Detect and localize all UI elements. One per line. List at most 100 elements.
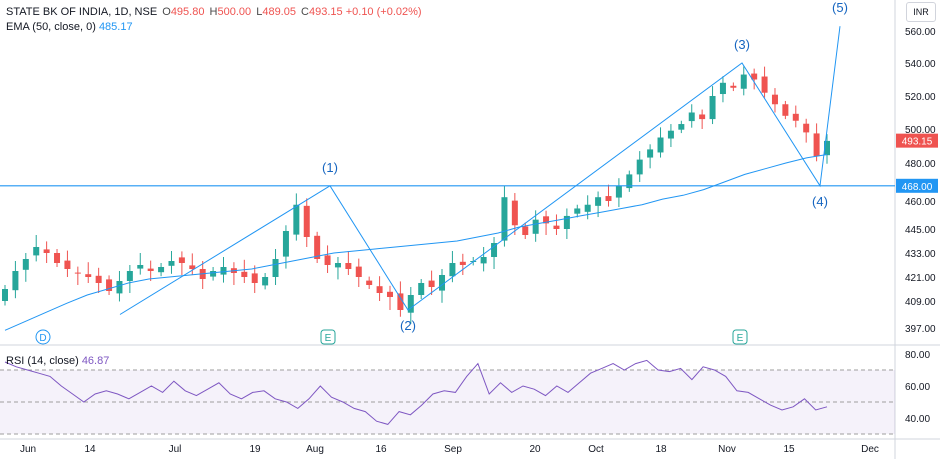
price-tick-label: 540.00 xyxy=(905,59,936,70)
rsi-legend[interactable]: RSI (14, close) 46.87 xyxy=(6,355,109,367)
candle-body xyxy=(22,259,29,270)
candle-body xyxy=(459,261,466,265)
candle-body xyxy=(158,267,165,273)
ema-legend[interactable]: EMA (50, close, 0) 485.17 xyxy=(6,21,133,33)
candle-body xyxy=(64,260,71,269)
candle-body xyxy=(615,185,622,198)
candle-body xyxy=(251,273,258,283)
candle-body xyxy=(324,255,331,265)
dividend-label: D xyxy=(39,333,46,344)
time-tick-label: 18 xyxy=(655,444,667,455)
candle-body xyxy=(751,73,758,80)
level-price-tag xyxy=(896,178,938,193)
candle-body xyxy=(418,283,425,295)
candle-body xyxy=(334,263,341,268)
earnings-label: E xyxy=(737,333,744,344)
candle-body xyxy=(563,215,570,229)
currency-button[interactable]: INR xyxy=(906,2,936,22)
ohlc-high: H500.00 xyxy=(209,6,252,18)
time-tick-label: Sep xyxy=(444,444,462,455)
earnings-marker xyxy=(320,329,336,345)
candle-body xyxy=(574,208,581,214)
candle-body xyxy=(532,219,539,234)
current-price-tag xyxy=(896,133,938,148)
candle-body xyxy=(636,159,643,175)
candle-body xyxy=(85,274,92,277)
ema-line xyxy=(4,154,828,331)
candle-body xyxy=(782,104,789,116)
candle-body xyxy=(303,205,310,237)
candle-body xyxy=(543,216,550,224)
wave-label: (4) xyxy=(812,194,828,209)
candle-body xyxy=(116,281,123,294)
candle-body xyxy=(803,123,810,133)
candle-body xyxy=(33,247,40,256)
candle-body xyxy=(439,275,446,291)
candle-body xyxy=(501,197,508,241)
candle-body xyxy=(272,259,279,277)
time-tick-label: 16 xyxy=(375,444,387,455)
rsi-tick-label: 40.00 xyxy=(905,414,930,425)
candle-body xyxy=(12,271,19,291)
time-tick-label: 19 xyxy=(249,444,261,455)
current-price-label: 493.15 xyxy=(902,137,933,148)
level-price-label: 468.00 xyxy=(902,182,933,193)
price-tick-label: 500.00 xyxy=(905,125,936,136)
candle-body xyxy=(709,96,716,120)
ohlc-open: O495.80 xyxy=(162,6,205,18)
price-tick-label: 480.00 xyxy=(905,159,936,170)
rsi-tick-label: 60.00 xyxy=(905,382,930,393)
earnings-marker xyxy=(732,329,748,345)
candle-body xyxy=(678,124,685,130)
candle-body xyxy=(553,225,560,229)
candle-body xyxy=(137,265,144,269)
ohlc-low: L489.05 xyxy=(256,6,296,18)
candle-body xyxy=(491,243,498,257)
time-tick-label: 20 xyxy=(529,444,541,455)
price-tick-label: 433.00 xyxy=(905,249,936,260)
price-change: +0.10 (+0.02%) xyxy=(345,6,422,18)
candle-body xyxy=(386,291,393,297)
time-tick-label: Dec xyxy=(861,444,879,455)
ema-value: 485.17 xyxy=(98,21,133,33)
wave-label: (5) xyxy=(832,0,848,15)
candle-body xyxy=(376,286,383,293)
candle-body xyxy=(511,200,518,226)
candle-body xyxy=(262,277,269,286)
candle-body xyxy=(667,130,674,139)
candle-body xyxy=(189,265,196,269)
candle-body xyxy=(428,280,435,287)
candle-body xyxy=(74,272,81,274)
candle-body xyxy=(407,295,414,313)
candle-body xyxy=(584,204,591,212)
candle-body xyxy=(647,149,654,158)
candle-body xyxy=(771,94,778,105)
candle-body xyxy=(449,263,456,277)
candle-body xyxy=(355,266,362,277)
time-tick-label: Jun xyxy=(20,444,36,455)
candle-body xyxy=(605,196,612,201)
candle-body xyxy=(147,268,154,271)
candle-body xyxy=(730,85,737,88)
candle-body xyxy=(792,113,799,121)
candle-body xyxy=(595,197,602,206)
wave-label: (1) xyxy=(322,160,338,175)
earnings-label: E xyxy=(325,333,332,344)
price-tick-label: 409.00 xyxy=(905,297,936,308)
candle-body xyxy=(126,271,133,281)
candle-body xyxy=(282,231,289,257)
price-tick-label: 520.00 xyxy=(905,92,936,103)
candle-body xyxy=(220,267,227,275)
rsi-tick-label: 80.00 xyxy=(905,350,930,361)
candle-body xyxy=(824,140,830,156)
price-tick-label: 460.00 xyxy=(905,197,936,208)
symbol-title: STATE BK OF INDIA, 1D, NSE xyxy=(6,6,158,18)
candle-body xyxy=(241,271,248,277)
candle-body xyxy=(366,280,373,285)
time-tick-label: Aug xyxy=(306,444,324,455)
candle-body xyxy=(719,82,726,95)
candle-body xyxy=(522,226,529,235)
price-tick-label: 560.00 xyxy=(905,27,936,38)
candle-body xyxy=(761,76,768,93)
